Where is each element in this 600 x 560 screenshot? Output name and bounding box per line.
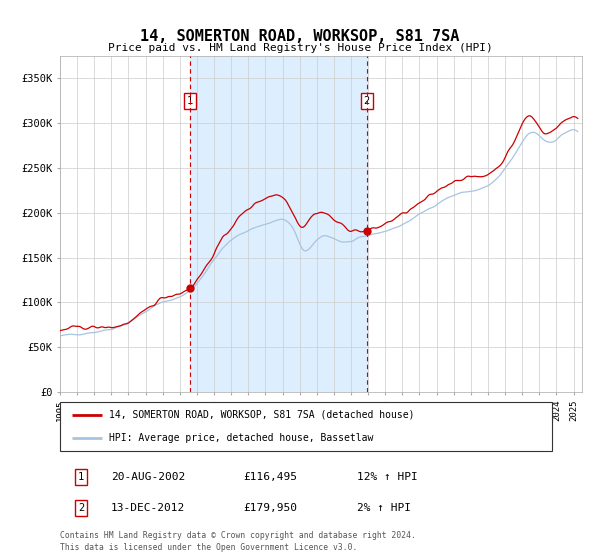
Text: HPI: Average price, detached house, Bassetlaw: HPI: Average price, detached house, Bass… (109, 433, 374, 444)
Text: £116,495: £116,495 (243, 472, 297, 482)
Text: 1: 1 (187, 96, 193, 106)
Text: £179,950: £179,950 (243, 503, 297, 513)
Text: 20-AUG-2002: 20-AUG-2002 (111, 472, 185, 482)
FancyBboxPatch shape (60, 402, 552, 451)
Text: 14, SOMERTON ROAD, WORKSOP, S81 7SA (detached house): 14, SOMERTON ROAD, WORKSOP, S81 7SA (det… (109, 410, 415, 420)
Text: 1: 1 (78, 472, 84, 482)
Text: Price paid vs. HM Land Registry's House Price Index (HPI): Price paid vs. HM Land Registry's House … (107, 43, 493, 53)
Text: This data is licensed under the Open Government Licence v3.0.: This data is licensed under the Open Gov… (60, 543, 358, 552)
Text: 2: 2 (78, 503, 84, 513)
Text: 12% ↑ HPI: 12% ↑ HPI (357, 472, 418, 482)
Bar (190, 56, 367, 392)
Text: 13-DEC-2012: 13-DEC-2012 (111, 503, 185, 513)
Text: 14, SOMERTON ROAD, WORKSOP, S81 7SA: 14, SOMERTON ROAD, WORKSOP, S81 7SA (140, 29, 460, 44)
Text: 2: 2 (364, 96, 370, 106)
Text: Contains HM Land Registry data © Crown copyright and database right 2024.: Contains HM Land Registry data © Crown c… (60, 531, 416, 540)
Text: 2% ↑ HPI: 2% ↑ HPI (357, 503, 411, 513)
